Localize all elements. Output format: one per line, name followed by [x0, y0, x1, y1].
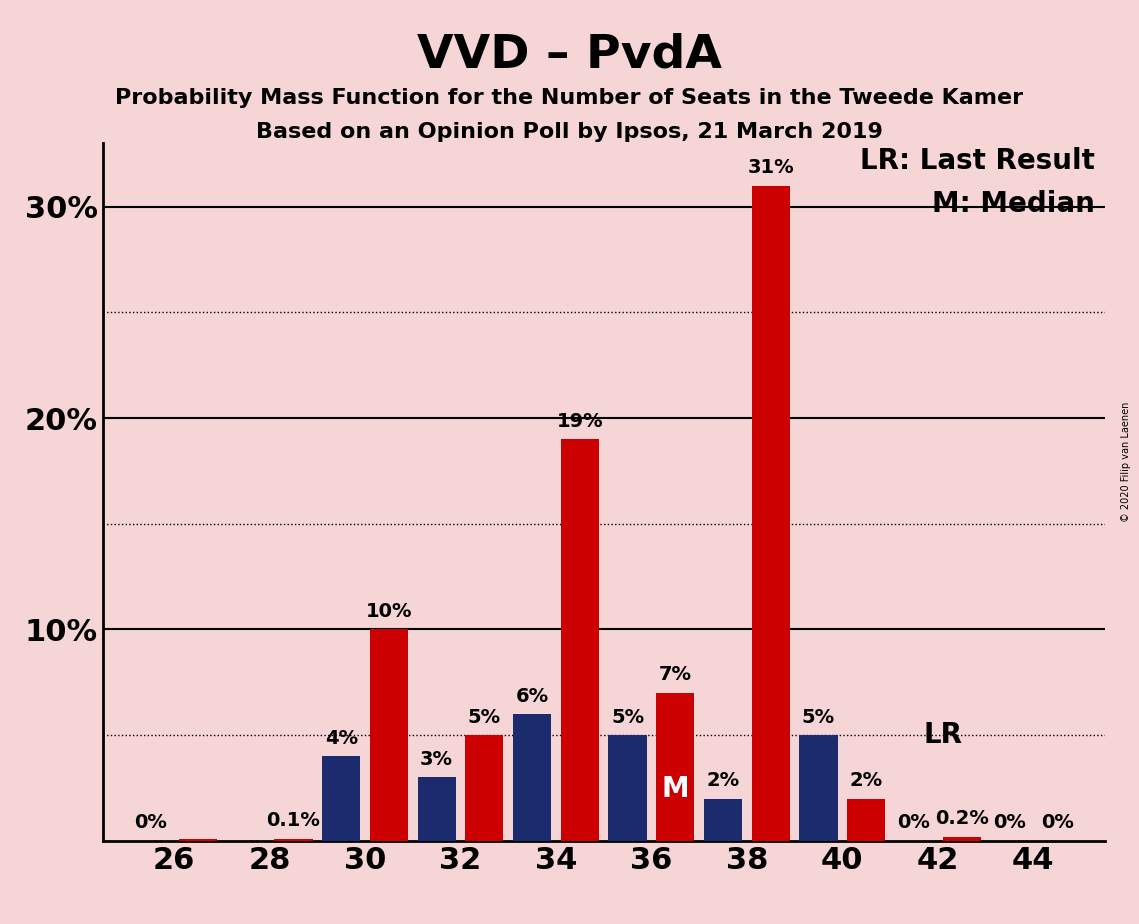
- Text: 10%: 10%: [366, 602, 412, 621]
- Text: 2%: 2%: [706, 772, 739, 790]
- Text: 0.2%: 0.2%: [935, 809, 989, 828]
- Bar: [322, 756, 360, 841]
- Text: 5%: 5%: [802, 708, 835, 726]
- Bar: [704, 798, 743, 841]
- Bar: [847, 798, 885, 841]
- Text: M: M: [662, 775, 689, 803]
- Text: LR: Last Result: LR: Last Result: [860, 148, 1096, 176]
- Text: 0.1%: 0.1%: [267, 811, 320, 831]
- Text: 5%: 5%: [468, 708, 501, 726]
- Text: 2%: 2%: [850, 772, 883, 790]
- Bar: [370, 629, 408, 841]
- Bar: [656, 693, 695, 841]
- Text: 31%: 31%: [747, 158, 794, 177]
- Bar: [943, 836, 981, 841]
- Text: Based on an Opinion Poll by Ipsos, 21 March 2019: Based on an Opinion Poll by Ipsos, 21 Ma…: [256, 122, 883, 142]
- Text: © 2020 Filip van Laenen: © 2020 Filip van Laenen: [1121, 402, 1131, 522]
- Bar: [274, 839, 312, 841]
- Text: Probability Mass Function for the Number of Seats in the Tweede Kamer: Probability Mass Function for the Number…: [115, 88, 1024, 108]
- Bar: [800, 736, 837, 841]
- Text: 3%: 3%: [420, 750, 453, 769]
- Bar: [418, 777, 456, 841]
- Text: VVD – PvdA: VVD – PvdA: [417, 32, 722, 78]
- Text: 0%: 0%: [1041, 813, 1074, 833]
- Bar: [608, 736, 647, 841]
- Bar: [513, 714, 551, 841]
- Bar: [465, 736, 503, 841]
- Text: 6%: 6%: [516, 687, 549, 706]
- Text: M: Median: M: Median: [933, 189, 1096, 218]
- Bar: [560, 439, 599, 841]
- Bar: [179, 839, 218, 841]
- Text: LR: LR: [924, 721, 962, 749]
- Text: 5%: 5%: [611, 708, 644, 726]
- Text: 19%: 19%: [557, 412, 604, 431]
- Text: 7%: 7%: [658, 665, 691, 685]
- Text: 0%: 0%: [993, 813, 1026, 833]
- Text: 0%: 0%: [898, 813, 931, 833]
- Bar: [752, 186, 789, 841]
- Text: 0%: 0%: [133, 813, 166, 833]
- Text: 4%: 4%: [325, 729, 358, 748]
